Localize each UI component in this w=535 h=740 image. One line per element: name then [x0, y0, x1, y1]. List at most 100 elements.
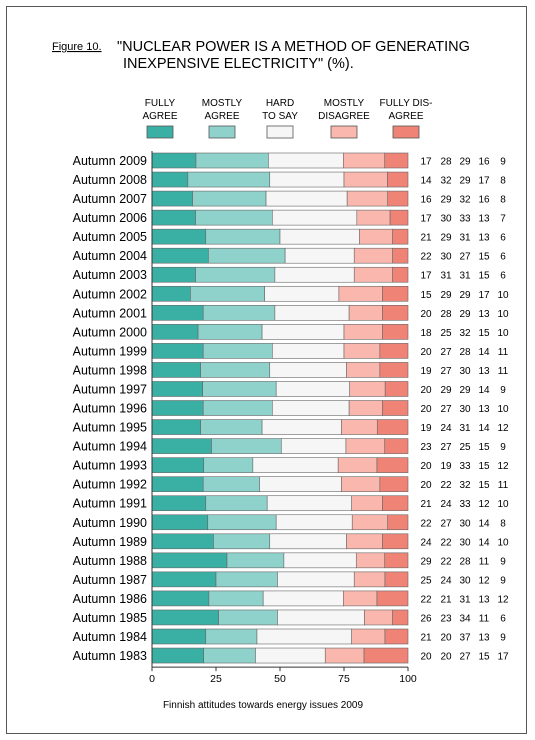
- data-label-mostly-agree: 28: [440, 309, 452, 320]
- data-label-mostly-agree: 24: [440, 575, 452, 586]
- category-label: Autumn 1989: [73, 535, 147, 549]
- data-label-fully-agree: 26: [420, 613, 432, 624]
- data-label-fully-disagree: 9: [500, 157, 506, 168]
- data-label-fully-disagree: 9: [500, 556, 506, 567]
- legend-label-hard-to-say-line-2: TO SAY: [262, 111, 298, 122]
- data-label-fully-disagree: 12: [497, 423, 509, 434]
- data-label-fully-disagree: 10: [497, 290, 509, 301]
- data-label-mostly-agree: 27: [440, 404, 452, 415]
- data-label-mostly-disagree: 11: [479, 613, 490, 624]
- data-label-fully-disagree: 10: [497, 309, 509, 320]
- bar-segment-mostly-disagree: [343, 171, 388, 188]
- bar-segment-hard-to-say: [274, 266, 355, 283]
- data-label-fully-disagree: 7: [500, 214, 506, 225]
- bar-segment-hard-to-say: [261, 419, 342, 435]
- bar-segment-fully-agree: [151, 381, 203, 397]
- bar-segment-hard-to-say: [272, 343, 345, 359]
- bar-segment-fully-disagree: [376, 419, 409, 435]
- legend-label-mostly-agree-line-2: AGREE: [204, 111, 239, 122]
- bar-segment-fully-disagree: [392, 609, 409, 626]
- data-label-mostly-disagree: 17: [478, 290, 490, 301]
- data-label-mostly-disagree: 13: [478, 594, 490, 605]
- bar-segment-mostly-disagree: [324, 647, 365, 664]
- data-label-fully-disagree: 8: [500, 195, 506, 206]
- data-label-hard-to-say: 29: [459, 385, 471, 396]
- bar-segment-hard-to-say: [255, 647, 326, 664]
- category-label: Autumn 2004: [73, 249, 147, 263]
- chart-title-line-1: "NUCLEAR POWER IS A METHOD OF GENERATING: [117, 39, 470, 55]
- bar-segment-fully-agree: [151, 590, 210, 607]
- legend-swatch-mostly-agree: [208, 125, 236, 139]
- category-label: Autumn 2003: [73, 268, 147, 282]
- bar-segment-fully-agree: [151, 285, 191, 302]
- bar-segment-mostly-agree: [192, 190, 267, 207]
- bar-segment-hard-to-say: [280, 438, 347, 454]
- legend-label-mostly-agree-line-1: MOSTLY: [202, 98, 243, 109]
- data-label-fully-disagree: 9: [500, 633, 506, 644]
- category-label: Autumn 2002: [73, 287, 147, 301]
- data-label-hard-to-say: 33: [459, 499, 471, 510]
- bar-segment-mostly-agree: [202, 476, 260, 492]
- bar-segment-mostly-agree: [207, 514, 277, 531]
- bar-segment-fully-disagree: [392, 247, 409, 264]
- bar-segment-mostly-agree: [215, 571, 278, 588]
- data-label-hard-to-say: 25: [459, 442, 471, 453]
- bar-segment-mostly-disagree: [351, 628, 386, 645]
- figure-label: Figure 10.: [52, 41, 102, 53]
- data-label-mostly-agree: 28: [440, 157, 452, 168]
- bar-segment-fully-agree: [151, 266, 196, 283]
- data-label-mostly-disagree: 15: [478, 652, 490, 663]
- data-label-hard-to-say: 27: [459, 652, 471, 663]
- data-label-fully-disagree: 11: [498, 480, 509, 491]
- bar-segment-fully-disagree: [384, 438, 409, 454]
- bar-segment-hard-to-say: [272, 400, 350, 416]
- data-label-mostly-disagree: 15: [478, 271, 490, 282]
- data-label-mostly-disagree: 13: [478, 366, 490, 377]
- data-label-fully-disagree: 10: [497, 328, 509, 339]
- bar-segment-fully-disagree: [382, 400, 409, 416]
- bar-segment-fully-disagree: [379, 343, 409, 359]
- data-label-mostly-agree: 25: [440, 328, 452, 339]
- data-label-fully-agree: 14: [420, 176, 432, 187]
- data-label-fully-agree: 23: [420, 442, 432, 453]
- bar-segment-mostly-disagree: [348, 400, 383, 416]
- data-label-mostly-agree: 32: [440, 176, 452, 187]
- bar-segment-fully-disagree: [392, 266, 409, 283]
- bar-segment-mostly-agree: [226, 552, 285, 569]
- data-label-fully-disagree: 9: [500, 575, 506, 586]
- data-label-mostly-agree: 24: [440, 499, 452, 510]
- bar-segment-fully-agree: [151, 324, 199, 340]
- bar-segment-fully-agree: [151, 628, 207, 645]
- data-label-mostly-agree: 20: [440, 652, 452, 663]
- data-label-mostly-disagree: 13: [478, 214, 490, 225]
- data-label-mostly-disagree: 15: [478, 480, 490, 491]
- bar-segment-mostly-agree: [202, 381, 277, 397]
- data-label-mostly-disagree: 13: [478, 404, 490, 415]
- chart-title-line-2: INEXPENSIVE ELECTRICITY" (%).: [123, 56, 354, 72]
- bar-segment-fully-agree: [151, 495, 207, 512]
- bar-segment-mostly-disagree: [343, 590, 378, 607]
- data-label-hard-to-say: 30: [459, 537, 471, 548]
- bar-segment-fully-disagree: [384, 628, 409, 645]
- bar-segment-mostly-agree: [202, 305, 276, 321]
- data-label-fully-disagree: 11: [498, 366, 509, 377]
- bar-segment-mostly-agree: [195, 209, 273, 226]
- bar-segment-hard-to-say: [266, 495, 352, 512]
- data-label-mostly-disagree: 15: [478, 252, 490, 263]
- data-label-fully-agree: 20: [420, 385, 432, 396]
- x-tick-label: 0: [149, 673, 155, 685]
- category-label: Autumn 1997: [73, 382, 147, 396]
- data-label-fully-agree: 17: [420, 271, 432, 282]
- bar-segment-fully-disagree: [382, 285, 409, 302]
- bar-segment-hard-to-say: [275, 514, 353, 531]
- data-label-fully-disagree: 8: [500, 176, 506, 187]
- bar-segment-fully-disagree: [382, 533, 409, 550]
- data-label-hard-to-say: 32: [459, 480, 471, 491]
- data-label-fully-disagree: 11: [498, 347, 509, 358]
- bar-segment-hard-to-say: [277, 609, 365, 626]
- bars: Autumn 2009 17 28 29 16 9 Autumn 2008 14 32 29 17 8…: [73, 152, 509, 664]
- bar-segment-hard-to-say: [268, 152, 344, 169]
- bar-segment-mostly-agree: [205, 628, 258, 645]
- bar-segment-fully-agree: [151, 552, 228, 569]
- data-label-hard-to-say: 30: [459, 575, 471, 586]
